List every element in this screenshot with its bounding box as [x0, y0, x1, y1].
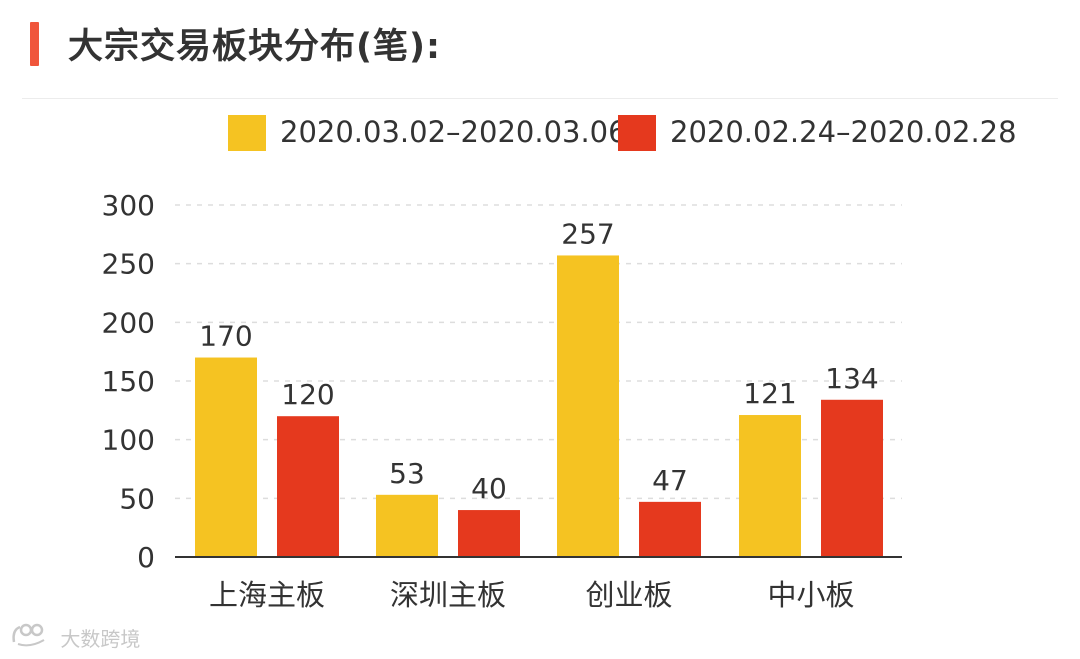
x-tick-label: 创业板: [585, 578, 672, 612]
bar-series-a: [195, 357, 257, 557]
data-label: 121: [743, 377, 796, 410]
legend-swatch-series-b: [618, 115, 656, 151]
y-tick-label: 0: [137, 541, 155, 574]
legend-label-series-a: 2020.03.02–2020.03.06: [280, 115, 627, 149]
y-tick-label: 150: [102, 365, 155, 398]
bar-series-b: [458, 510, 520, 557]
data-label: 257: [561, 217, 614, 250]
x-tick-label: 上海主板: [209, 578, 325, 612]
y-tick-label: 300: [102, 189, 155, 222]
data-label: 40: [471, 472, 507, 505]
bar-series-a: [739, 415, 801, 557]
bar-series-b: [277, 416, 339, 557]
bar-series-a: [557, 255, 619, 557]
data-label: 170: [199, 320, 252, 353]
y-tick-label: 200: [102, 306, 155, 339]
bar-series-a: [376, 494, 438, 557]
data-label: 120: [281, 378, 334, 411]
page-title: 大宗交易板块分布(笔):: [68, 27, 441, 67]
data-label: 47: [652, 464, 688, 497]
bar-series-b: [639, 501, 701, 557]
x-tick-label: 深圳主板: [390, 578, 506, 612]
y-tick-label: 100: [102, 424, 155, 457]
title-accent-bar: [30, 22, 39, 66]
legend-swatch-series-a: [228, 115, 266, 151]
y-tick-label: 250: [102, 248, 155, 281]
bar-series-b: [821, 399, 883, 557]
watermark: 大数跨境: [10, 622, 140, 652]
chart-legend: 2020.03.02–2020.03.06 2020.02.24–2020.02…: [228, 112, 1058, 152]
x-tick-label: 中小板: [767, 578, 854, 612]
watermark-logo-icon: [10, 622, 50, 653]
legend-label-series-b: 2020.02.24–2020.02.28: [670, 115, 1017, 149]
header-divider: [22, 98, 1058, 99]
y-tick-label: 50: [119, 482, 155, 515]
watermark-text: 大数跨境: [60, 627, 141, 651]
data-label: 53: [389, 457, 425, 490]
data-label: 134: [825, 362, 878, 395]
